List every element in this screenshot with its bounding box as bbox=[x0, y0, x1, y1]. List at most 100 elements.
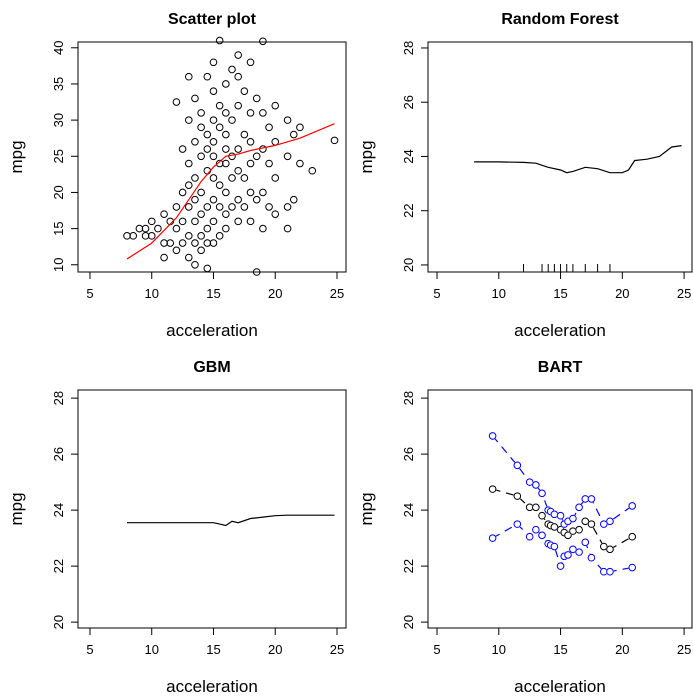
panel: GBM acceleration mpg 5 10 15 20 25 20 22 24 26 28 bbox=[7, 359, 347, 696]
y-tick-label: 20 bbox=[401, 258, 416, 272]
plot-frame bbox=[77, 41, 347, 273]
x-axis-label: acceleration bbox=[514, 677, 606, 696]
marker-bg bbox=[550, 510, 559, 519]
marker bbox=[513, 520, 522, 528]
y-tick-label: 26 bbox=[401, 95, 416, 109]
marker-bg bbox=[575, 548, 584, 557]
point bbox=[160, 253, 168, 262]
marker bbox=[628, 502, 637, 510]
x-tick-label: 5 bbox=[86, 642, 93, 657]
point bbox=[222, 109, 230, 117]
point bbox=[209, 58, 218, 67]
marker-bg bbox=[556, 511, 565, 520]
point bbox=[234, 166, 242, 175]
point bbox=[160, 239, 168, 247]
panel: BART acceleration mpg 5 10 15 20 25 20 22 24 26 28 bbox=[357, 359, 693, 696]
x-tick-label: 10 bbox=[492, 642, 506, 657]
marker-bg bbox=[556, 562, 565, 571]
point bbox=[172, 246, 181, 255]
marker bbox=[550, 542, 559, 551]
x-tick-label: 25 bbox=[677, 642, 691, 657]
marker-bg bbox=[568, 545, 577, 554]
point bbox=[184, 232, 193, 240]
point bbox=[203, 239, 212, 247]
y-tick-label: 15 bbox=[51, 221, 66, 235]
point bbox=[197, 210, 205, 218]
marker bbox=[525, 532, 534, 541]
series-line bbox=[492, 435, 633, 526]
point bbox=[222, 80, 230, 88]
marker bbox=[628, 563, 637, 572]
point bbox=[172, 224, 181, 233]
point bbox=[184, 181, 193, 190]
x-tick-label: 10 bbox=[144, 642, 158, 657]
point bbox=[228, 116, 236, 124]
marker bbox=[606, 545, 614, 554]
marker-bg bbox=[525, 532, 534, 541]
marker bbox=[556, 562, 565, 570]
panel: Scatter plot acceleration mpg 5 10 15 20 25 10 15… bbox=[7, 11, 347, 340]
point bbox=[222, 210, 230, 218]
marker bbox=[525, 478, 534, 486]
x-tick-label: 25 bbox=[330, 286, 344, 301]
point bbox=[228, 174, 236, 182]
point bbox=[178, 145, 187, 153]
marker-bg bbox=[581, 538, 590, 547]
point bbox=[265, 159, 273, 168]
panel: Random Forest acceleration mpg 5 10 15 20 25 20 2… bbox=[357, 11, 693, 340]
point bbox=[197, 246, 205, 255]
plot-frame bbox=[77, 389, 347, 629]
point bbox=[246, 188, 255, 197]
point bbox=[209, 116, 218, 124]
point bbox=[228, 152, 236, 161]
y-tick-label: 22 bbox=[401, 203, 416, 217]
marker bbox=[575, 525, 583, 534]
x-tick-label: 25 bbox=[330, 642, 344, 657]
point bbox=[234, 72, 242, 81]
y-axis-label: mpg bbox=[7, 140, 26, 173]
marker-bg bbox=[488, 534, 497, 543]
marker bbox=[532, 481, 540, 489]
marker bbox=[488, 534, 497, 542]
marker-bg bbox=[628, 532, 637, 541]
x-tick-label: 25 bbox=[677, 286, 691, 301]
point bbox=[259, 224, 267, 233]
point bbox=[283, 116, 292, 124]
point bbox=[209, 217, 218, 226]
point bbox=[166, 239, 175, 247]
point bbox=[246, 217, 255, 226]
x-tick-label: 5 bbox=[86, 286, 93, 301]
point bbox=[160, 210, 168, 218]
marker bbox=[581, 538, 590, 547]
marker-bg bbox=[550, 522, 559, 531]
marker bbox=[575, 503, 583, 512]
point bbox=[222, 159, 230, 168]
point bbox=[203, 264, 212, 273]
marker bbox=[488, 485, 497, 493]
y-tick-label: 30 bbox=[51, 113, 66, 127]
point bbox=[296, 123, 304, 132]
x-tick-label: 20 bbox=[268, 642, 282, 657]
marker bbox=[606, 567, 614, 576]
point bbox=[184, 72, 193, 81]
point bbox=[203, 203, 212, 211]
point bbox=[209, 138, 218, 146]
marker-bg bbox=[581, 517, 590, 526]
marker-bg bbox=[513, 461, 522, 470]
marker bbox=[606, 517, 614, 526]
marker-bg bbox=[587, 494, 596, 503]
point bbox=[178, 188, 187, 197]
point bbox=[240, 174, 249, 182]
point bbox=[252, 268, 261, 276]
point bbox=[215, 203, 224, 211]
point bbox=[209, 87, 218, 95]
point bbox=[234, 145, 242, 153]
point bbox=[184, 159, 193, 168]
point bbox=[129, 232, 138, 240]
point bbox=[259, 188, 267, 197]
y-tick-label: 28 bbox=[51, 391, 66, 405]
point bbox=[234, 217, 242, 226]
point bbox=[246, 109, 255, 117]
marker bbox=[564, 551, 572, 559]
